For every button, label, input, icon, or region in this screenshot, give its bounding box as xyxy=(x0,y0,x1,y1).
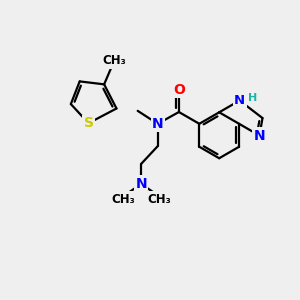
Text: S: S xyxy=(83,116,94,130)
Text: CH₃: CH₃ xyxy=(148,193,172,206)
Text: CH₃: CH₃ xyxy=(103,54,126,67)
Text: N: N xyxy=(152,117,164,131)
Text: O: O xyxy=(173,82,185,97)
Text: H: H xyxy=(248,93,257,103)
Text: CH₃: CH₃ xyxy=(111,193,135,206)
Text: N: N xyxy=(254,129,265,142)
Text: N: N xyxy=(234,94,245,107)
Text: N: N xyxy=(135,177,147,191)
